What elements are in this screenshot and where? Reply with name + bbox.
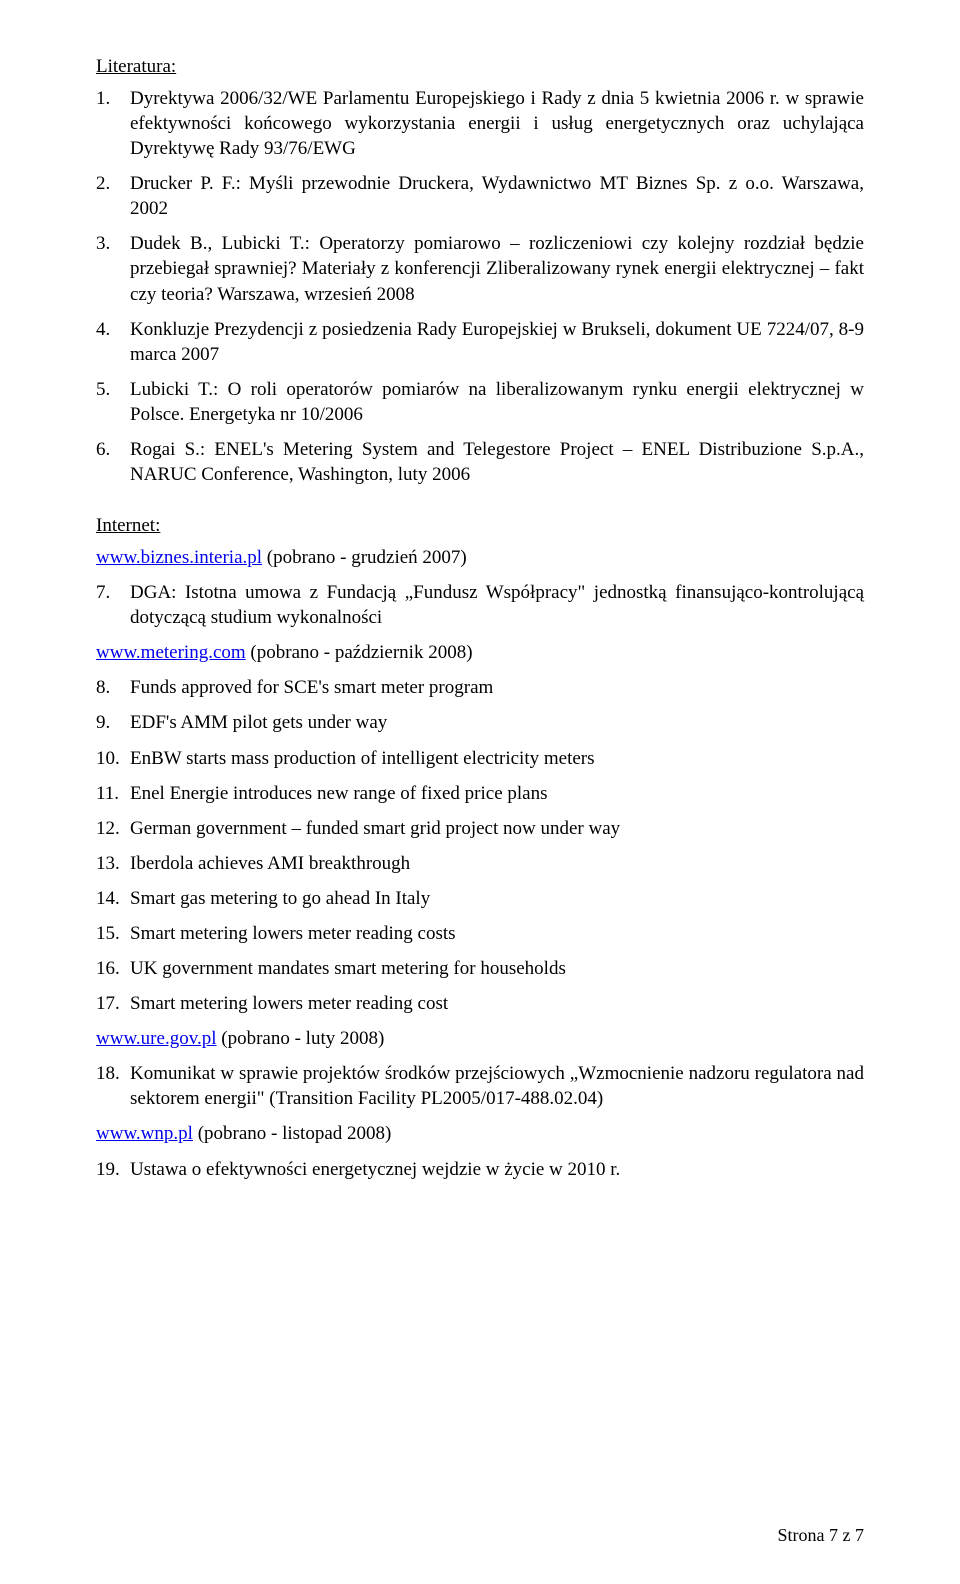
item-text: German government – funded smart grid pr… <box>130 816 864 841</box>
item-number: 11. <box>96 781 130 806</box>
item-number: 13. <box>96 851 130 876</box>
list-item: 6.Rogai S.: ENEL's Metering System and T… <box>96 437 864 487</box>
item-text: EDF's AMM pilot gets under way <box>130 710 864 735</box>
list-item: 9.EDF's AMM pilot gets under way <box>96 710 864 735</box>
internet-list: 7.DGA: Istotna umowa z Fundacją „Fundusz… <box>96 580 864 630</box>
list-item: 16.UK government mandates smart metering… <box>96 956 864 981</box>
source-link[interactable]: www.wnp.pl <box>96 1123 193 1144</box>
source-line: www.ure.gov.pl (pobrano - luty 2008) <box>96 1026 864 1051</box>
item-text: Enel Energie introduces new range of fix… <box>130 781 864 806</box>
item-text: Smart metering lowers meter reading cost <box>130 991 864 1016</box>
item-text: Konkluzje Prezydencji z posiedzenia Rady… <box>130 317 864 367</box>
item-number: 18. <box>96 1061 130 1111</box>
item-number: 16. <box>96 956 130 981</box>
source-suffix: (pobrano - luty 2008) <box>217 1028 385 1049</box>
source-line: www.metering.com (pobrano - październik … <box>96 640 864 665</box>
item-text: Funds approved for SCE's smart meter pro… <box>130 675 864 700</box>
item-text: Komunikat w sprawie projektów środków pr… <box>130 1061 864 1111</box>
internet-list: 18.Komunikat w sprawie projektów środków… <box>96 1061 864 1111</box>
list-item: 8.Funds approved for SCE's smart meter p… <box>96 675 864 700</box>
item-text: Lubicki T.: O roli operatorów pomiarów n… <box>130 377 864 427</box>
literature-heading: Literatura: <box>96 56 864 78</box>
list-item: 12.German government – funded smart grid… <box>96 816 864 841</box>
internet-list: 8.Funds approved for SCE's smart meter p… <box>96 675 864 1016</box>
source-suffix: (pobrano - listopad 2008) <box>193 1123 391 1144</box>
item-number: 14. <box>96 886 130 911</box>
internet-heading: Internet: <box>96 515 864 537</box>
list-item: 7.DGA: Istotna umowa z Fundacją „Fundusz… <box>96 580 864 630</box>
list-item: 10.EnBW starts mass production of intell… <box>96 746 864 771</box>
item-text: Ustawa o efektywności energetycznej wejd… <box>130 1157 864 1182</box>
item-text: Dyrektywa 2006/32/WE Parlamentu Europejs… <box>130 86 864 161</box>
list-item: 15.Smart metering lowers meter reading c… <box>96 921 864 946</box>
list-item: 19.Ustawa o efektywności energetycznej w… <box>96 1157 864 1182</box>
source-link[interactable]: www.ure.gov.pl <box>96 1028 217 1049</box>
list-item: 17.Smart metering lowers meter reading c… <box>96 991 864 1016</box>
item-text: DGA: Istotna umowa z Fundacją „Fundusz W… <box>130 580 864 630</box>
item-number: 4. <box>96 317 130 367</box>
list-item: 5.Lubicki T.: O roli operatorów pomiarów… <box>96 377 864 427</box>
list-item: 4.Konkluzje Prezydencji z posiedzenia Ra… <box>96 317 864 367</box>
list-item: 1.Dyrektywa 2006/32/WE Parlamentu Europe… <box>96 86 864 161</box>
item-number: 19. <box>96 1157 130 1182</box>
source-line: www.wnp.pl (pobrano - listopad 2008) <box>96 1121 864 1146</box>
item-number: 8. <box>96 675 130 700</box>
item-number: 17. <box>96 991 130 1016</box>
item-number: 3. <box>96 231 130 306</box>
literature-list: 1.Dyrektywa 2006/32/WE Parlamentu Europe… <box>96 86 864 487</box>
item-text: EnBW starts mass production of intellige… <box>130 746 864 771</box>
internet-list: 19.Ustawa o efektywności energetycznej w… <box>96 1157 864 1182</box>
item-number: 7. <box>96 580 130 630</box>
item-text: Smart metering lowers meter reading cost… <box>130 921 864 946</box>
item-text: UK government mandates smart metering fo… <box>130 956 864 981</box>
list-item: 14.Smart gas metering to go ahead In Ita… <box>96 886 864 911</box>
item-number: 9. <box>96 710 130 735</box>
list-item: 18.Komunikat w sprawie projektów środków… <box>96 1061 864 1111</box>
item-number: 6. <box>96 437 130 487</box>
list-item: 2.Drucker P. F.: Myśli przewodnie Drucke… <box>96 171 864 221</box>
item-number: 1. <box>96 86 130 161</box>
source-link[interactable]: www.metering.com <box>96 642 246 663</box>
list-item: 3.Dudek B., Lubicki T.: Operatorzy pomia… <box>96 231 864 306</box>
page-footer: Strona 7 z 7 <box>778 1525 864 1546</box>
source-line: www.biznes.interia.pl (pobrano - grudzie… <box>96 545 864 570</box>
item-text: Iberdola achieves AMI breakthrough <box>130 851 864 876</box>
item-text: Drucker P. F.: Myśli przewodnie Druckera… <box>130 171 864 221</box>
item-number: 2. <box>96 171 130 221</box>
source-link[interactable]: www.biznes.interia.pl <box>96 547 262 568</box>
item-number: 10. <box>96 746 130 771</box>
item-text: Rogai S.: ENEL's Metering System and Tel… <box>130 437 864 487</box>
item-number: 15. <box>96 921 130 946</box>
page: Literatura: 1.Dyrektywa 2006/32/WE Parla… <box>0 0 960 1584</box>
item-text: Smart gas metering to go ahead In Italy <box>130 886 864 911</box>
source-suffix: (pobrano - grudzień 2007) <box>262 547 467 568</box>
list-item: 13.Iberdola achieves AMI breakthrough <box>96 851 864 876</box>
item-text: Dudek B., Lubicki T.: Operatorzy pomiaro… <box>130 231 864 306</box>
list-item: 11.Enel Energie introduces new range of … <box>96 781 864 806</box>
item-number: 12. <box>96 816 130 841</box>
item-number: 5. <box>96 377 130 427</box>
source-suffix: (pobrano - październik 2008) <box>246 642 473 663</box>
